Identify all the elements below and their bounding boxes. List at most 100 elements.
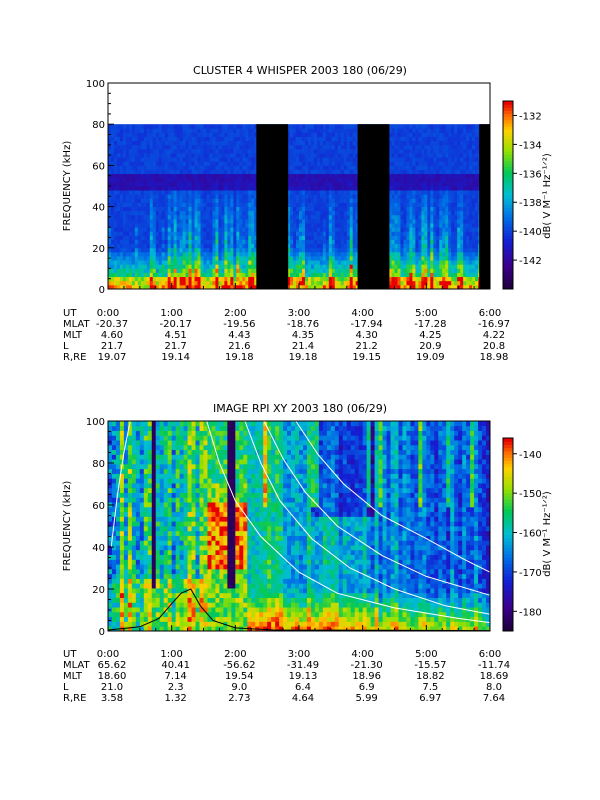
spectrogram-cell — [170, 124, 175, 129]
spectrogram-cell — [155, 239, 160, 245]
spectrogram-cell — [418, 165, 422, 170]
spectrogram-cell — [343, 272, 348, 278]
spectrogram-cell — [290, 239, 294, 245]
spectrogram-cell — [143, 132, 148, 137]
spectrogram-cell — [206, 140, 210, 146]
spectrogram-cell — [131, 177, 136, 183]
spectrogram-cell — [394, 272, 398, 278]
spectrogram-cell — [161, 264, 166, 269]
spectrogram-cell — [427, 214, 431, 220]
spectrogram-cell — [134, 128, 139, 133]
spectrogram-cell — [170, 128, 175, 133]
spectrogram-cell — [415, 280, 419, 286]
spectrogram-cell — [233, 198, 237, 203]
spectrogram-cell — [307, 223, 312, 228]
spectrogram-cell — [460, 264, 464, 269]
spectrogram-cell — [203, 140, 207, 146]
spectrogram-cell — [128, 148, 133, 154]
spectrogram-cell — [254, 276, 258, 282]
spectrogram-cell — [137, 148, 142, 154]
spectrogram-cell — [445, 272, 449, 278]
spectrogram-cell — [310, 256, 315, 261]
spectrogram-cell — [218, 198, 222, 203]
spectrogram-cell — [322, 231, 327, 236]
spectrogram-cell — [418, 256, 422, 261]
spectrogram-cell — [293, 144, 297, 150]
spectrogram-cell — [218, 264, 222, 269]
spectrogram-cell — [200, 268, 204, 273]
spectrogram-cell — [403, 206, 407, 212]
spectrogram-cell — [400, 268, 404, 273]
spectrogram-cell — [188, 128, 192, 133]
spectrogram-cell — [251, 202, 255, 207]
spectrogram-cell — [290, 218, 294, 224]
spectrogram-cell — [313, 231, 318, 236]
spectrogram-cell — [176, 153, 181, 158]
spectrogram-cell — [200, 202, 204, 207]
spectrogram-cell — [170, 210, 175, 216]
spectrogram-cell — [113, 243, 118, 249]
spectrogram-cell — [167, 214, 172, 220]
spectrogram-cell — [412, 190, 416, 195]
spectrogram-cell — [427, 264, 431, 269]
spectrogram-cell — [448, 202, 452, 207]
spectrogram-cell — [251, 260, 255, 265]
spectrogram-cell — [334, 214, 339, 220]
spectrogram-cell — [427, 157, 431, 162]
spectrogram-cell — [158, 181, 163, 187]
spectrogram-cell — [134, 186, 139, 191]
spectrogram-cell — [325, 276, 330, 282]
spectrogram-cell — [304, 165, 309, 170]
spectrogram-cell — [203, 202, 207, 207]
spectrogram-cell — [167, 181, 172, 187]
spectrogram-cell — [224, 177, 228, 183]
spectrogram-cell — [296, 218, 300, 224]
spectrogram-cell — [254, 124, 258, 129]
spectrogram-cell — [182, 136, 186, 142]
spectrogram-cell — [188, 136, 192, 142]
spectrogram-cell — [254, 227, 258, 232]
spectrogram-cell — [173, 227, 178, 232]
spectrogram-cell — [427, 247, 431, 253]
spectrogram-cell — [230, 161, 234, 166]
spectrogram-cell — [418, 268, 422, 273]
spectrogram-cell — [349, 153, 354, 158]
spectrogram-cell — [463, 136, 467, 142]
spectrogram-cell — [460, 284, 464, 290]
spectrogram-cell — [397, 136, 401, 142]
spectrogram-cell — [307, 181, 312, 187]
spectrogram-cell — [436, 124, 440, 129]
spectrogram-cell — [421, 272, 425, 278]
spectrogram-cell — [185, 148, 189, 154]
spectrogram-cell — [343, 268, 348, 273]
spectrogram-cell — [227, 260, 231, 265]
spectrogram-cell — [206, 223, 210, 228]
spectrogram-cell — [224, 194, 228, 199]
spectrogram-cell — [182, 235, 186, 240]
spectrogram-cell — [200, 153, 204, 158]
spectrogram-cell — [191, 169, 195, 175]
spectrogram-cell — [299, 144, 303, 150]
spectrogram-cell — [128, 280, 133, 286]
spectrogram-cell — [316, 194, 321, 199]
spectrogram-cell — [251, 136, 255, 142]
spectrogram-cell — [445, 214, 449, 220]
spectrogram-cell — [388, 276, 392, 282]
spectrogram-cell — [233, 169, 237, 175]
spectrogram-cell — [454, 194, 458, 199]
spectrogram-cell — [149, 186, 154, 191]
spectrogram-cell — [179, 256, 184, 261]
spectrogram-cell — [158, 153, 163, 158]
spectrogram-cell — [460, 157, 464, 162]
spectrogram-cell — [170, 239, 175, 245]
spectrogram-cell — [131, 280, 136, 286]
spectrogram-cell — [337, 260, 342, 265]
spectrogram-cell — [248, 223, 252, 228]
spectrogram-cell — [331, 169, 336, 175]
spectrogram-cell — [137, 128, 142, 133]
spectrogram-cell — [439, 256, 443, 261]
spectrogram-cell — [433, 264, 437, 269]
spectrogram-cell — [188, 161, 192, 166]
spectrogram-cell — [170, 144, 175, 150]
spectrogram-cell — [134, 223, 139, 228]
